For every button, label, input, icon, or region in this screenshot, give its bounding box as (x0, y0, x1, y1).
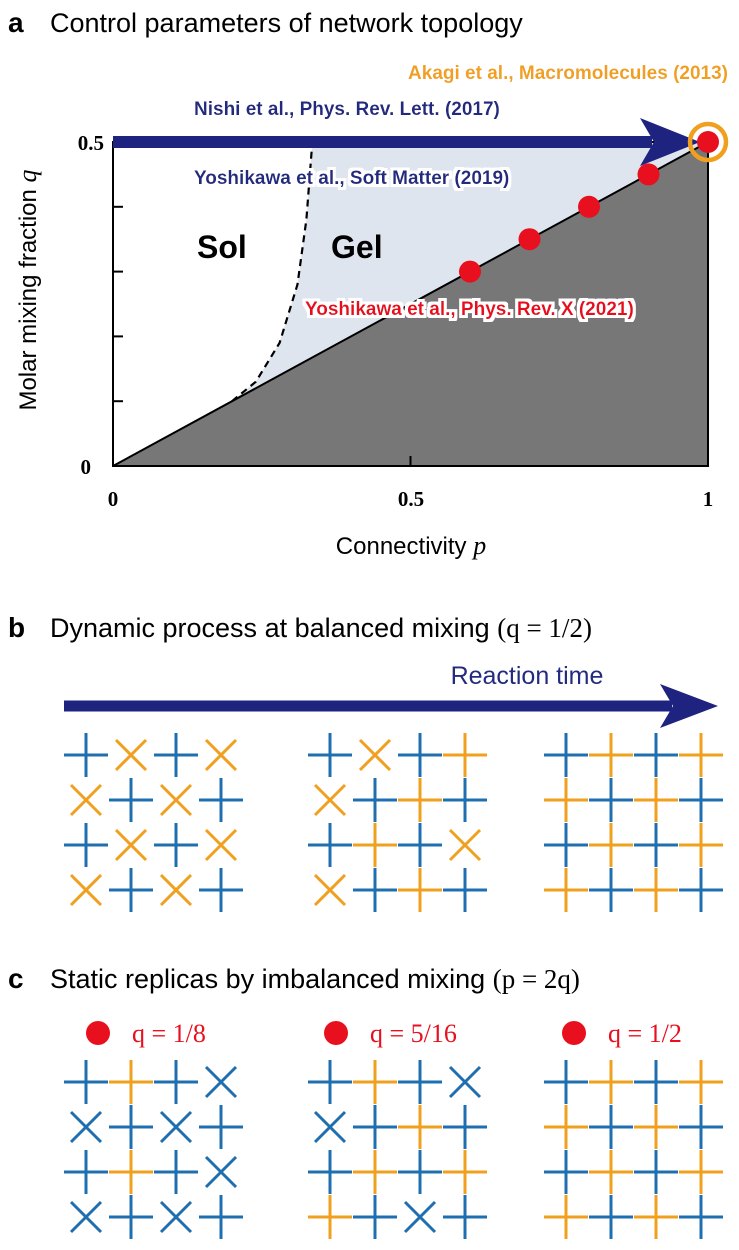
lattice-node-cross (403, 1200, 437, 1234)
lattice-node-cross (69, 783, 103, 817)
boundary-line (112, 141, 709, 467)
replica-marker-2 (324, 1021, 348, 1045)
lattice-intermediate (308, 733, 487, 912)
lattice-node-cross (159, 783, 193, 817)
replica-marker-3 (562, 1021, 586, 1045)
x-tick-label-0: 0 (108, 487, 119, 511)
panel-c-title: Static replicas by imbalanced mixing (p … (50, 964, 580, 994)
lattice-node-cross (69, 873, 103, 907)
region-label-gel: Gel (331, 229, 383, 265)
replica-label-1: q = 1/8 (132, 1019, 206, 1048)
replica-marker-1 (86, 1021, 110, 1045)
replica-lattice-2 (308, 1060, 487, 1239)
panel-b-letter: b (8, 612, 25, 643)
data-points (459, 131, 719, 283)
lattice-node-cross (448, 1065, 482, 1099)
lattice-node-cross (448, 828, 482, 862)
reaction-time-label: Reaction time (451, 662, 604, 690)
lattice-node-cross (159, 1110, 193, 1144)
panel-b: b Dynamic process at balanced mixing (q … (8, 612, 723, 912)
lattice-node-cross (358, 738, 392, 772)
lattice-node-cross (204, 1065, 238, 1099)
lattice-node-cross (313, 783, 347, 817)
data-point (697, 131, 719, 153)
lattice-node-cross (204, 1155, 238, 1189)
lattice-node-cross (159, 873, 193, 907)
data-point (459, 260, 481, 283)
lattice-initial (64, 733, 243, 912)
replica-label-2: q = 5/16 (370, 1019, 457, 1048)
ref-nishi: Nishi et al., Phys. Rev. Lett. (2017) (194, 99, 500, 120)
ref-akagi: Akagi et al., Macromolecules (2013) (408, 63, 728, 84)
panel-c-letter: c (8, 963, 24, 994)
lattice-node-cross (69, 1200, 103, 1234)
lattice-node-cross (159, 1200, 193, 1234)
panel-a: a Control parameters of network topology… (8, 7, 729, 560)
panel-a-letter: a (8, 7, 24, 38)
lattice-node-cross (69, 1110, 103, 1144)
lattice-node-cross (313, 1110, 347, 1144)
data-point (637, 163, 660, 186)
x-tick-label-0.5: 0.5 (398, 487, 424, 511)
reaction-time-arrow (64, 684, 718, 728)
lattice-final (544, 733, 723, 912)
panel-a-title: Control parameters of network topology (50, 8, 523, 38)
replica-lattice-3 (544, 1060, 723, 1239)
ref-yoshikawa-2021: Yoshikawa et al., Phys. Rev. X (2021) (305, 299, 634, 320)
gel-transition-curve (231, 141, 314, 403)
y-minor-ticks (113, 205, 123, 403)
data-point (578, 195, 600, 218)
akagi-highlight-ring (687, 121, 729, 163)
region-label-sol: Sol (197, 229, 247, 265)
y-axis-label: Molar mixing fraction q (13, 169, 42, 410)
panel-b-title: Dynamic process at balanced mixing (q = … (50, 613, 592, 643)
ref-yoshikawa-2019: Yoshikawa et al., Soft Matter (2019) (194, 168, 509, 189)
y-tick-label-0.5: 0.5 (78, 131, 104, 155)
panel-c: c Static replicas by imbalanced mixing (… (8, 963, 723, 1239)
replica-lattice-1 (64, 1060, 243, 1239)
x-axis-label: Connectivity p (336, 531, 486, 560)
nishi-arrow (113, 118, 700, 166)
data-point (518, 228, 541, 251)
lattice-node-cross (114, 738, 148, 772)
lattice-node-cross (313, 873, 347, 907)
replica-label-3: q = 1/2 (608, 1019, 682, 1048)
x-tick-label-1: 1 (703, 487, 714, 511)
lattice-node-cross (204, 738, 238, 772)
y-tick-label-0: 0 (81, 455, 92, 479)
lattice-node-cross (114, 828, 148, 862)
lattice-node-cross (204, 828, 238, 862)
